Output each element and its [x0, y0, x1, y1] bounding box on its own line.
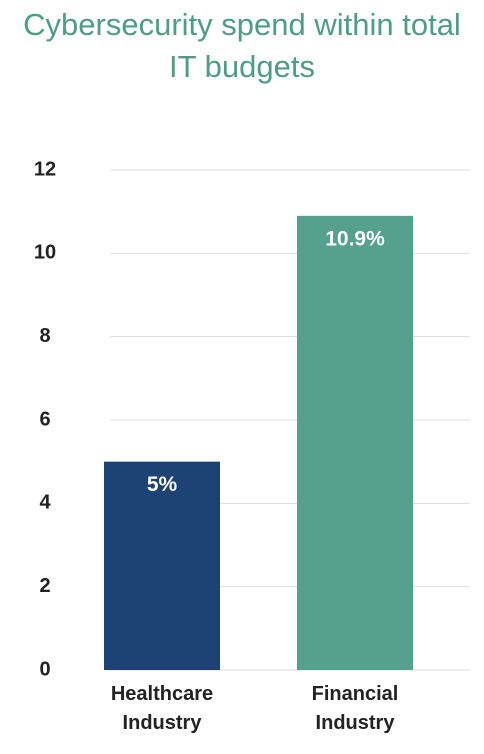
x-tick-label: Financial Industry [311, 683, 399, 734]
value-label: 10.9% [325, 227, 385, 250]
value-label: 5% [147, 473, 178, 496]
chart-title: Cybersecurity spend within total IT budg… [23, 7, 461, 84]
y-tick-label: 12 [34, 158, 56, 180]
y-tick-label: 6 [39, 408, 50, 430]
x-tick-label: Healthcare Industry [110, 683, 214, 734]
y-tick-label: 0 [39, 658, 50, 680]
bar [297, 215, 413, 671]
y-tick-label: 8 [39, 325, 50, 347]
y-tick-label: 4 [39, 492, 51, 514]
y-tick-label: 2 [39, 575, 50, 597]
y-tick-label: 10 [34, 242, 56, 264]
bar [104, 461, 220, 670]
